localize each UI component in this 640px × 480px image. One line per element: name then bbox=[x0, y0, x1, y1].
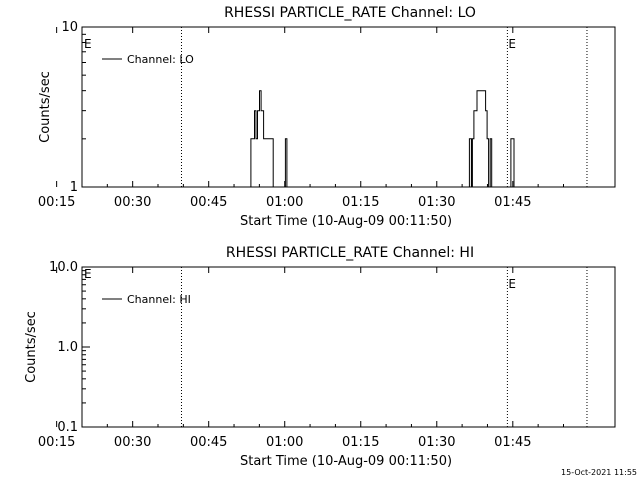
panel-lo-x-tick-label: 00:15 bbox=[38, 195, 75, 210]
panel-hi-y-tick-label: 0.1 bbox=[57, 420, 78, 435]
panel-lo-x-axis-label: Start Time (10-Aug-09 00:11:50) bbox=[240, 214, 452, 229]
panel-lo-x-tick-label: 01:30 bbox=[418, 195, 455, 210]
panel-lo-series-line bbox=[250, 90, 517, 188]
panel-lo-event-markers: E bbox=[180, 27, 588, 187]
panel-lo-y-axis-label: Counts/sec bbox=[38, 71, 53, 143]
panel-hi-x-tick-label: 01:00 bbox=[266, 435, 303, 450]
panel-lo-y-tick-label: 1 bbox=[70, 180, 78, 195]
panel-lo-x-tick-label: 01:15 bbox=[342, 195, 379, 210]
panel-hi-event-markers: E bbox=[180, 267, 588, 427]
panel-lo-plot-frame bbox=[81, 26, 616, 188]
panel-hi-x-tick-label: 01:30 bbox=[418, 435, 455, 450]
panel-hi-y-ticks: 0.1 1.0 10.0 bbox=[49, 260, 90, 435]
footer-timestamp: 15-Oct-2021 11:55 bbox=[561, 468, 637, 477]
panel-lo-y-ticks: 1 10 bbox=[61, 20, 90, 195]
panel-lo-x-tick-label: 01:45 bbox=[494, 195, 531, 210]
panel-lo-title: RHESSI PARTICLE_RATE Channel: LO bbox=[224, 5, 476, 21]
panel-hi-x-tick-label: 01:15 bbox=[342, 435, 379, 450]
panel-hi-x-tick-label: 00:30 bbox=[114, 435, 151, 450]
panel-lo-legend-label: Channel: LO bbox=[127, 53, 194, 66]
panel-lo-x-ticks: 00:15 00:30 00:45 01:00 01:15 01:30 01:45 bbox=[38, 27, 564, 210]
panel-lo-x-tick-label: 00:30 bbox=[114, 195, 151, 210]
panel-lo-event-marker-label: E bbox=[508, 37, 516, 51]
panel-hi-title: RHESSI PARTICLE_RATE Channel: HI bbox=[226, 245, 474, 261]
panel-hi: RHESSI PARTICLE_RATE Channel: HI 00:15 00… bbox=[24, 245, 616, 469]
panel-hi-y-tick-label: 10.0 bbox=[49, 260, 78, 275]
panel-hi-event-marker-label: E bbox=[508, 277, 516, 291]
panel-hi-legend-label: Channel: HI bbox=[127, 293, 191, 306]
panel-lo-x-tick-label: 01:00 bbox=[266, 195, 303, 210]
panel-hi-y-tick-label: 1.0 bbox=[57, 340, 78, 355]
panel-lo-y-tick-label: 10 bbox=[61, 20, 78, 35]
panel-hi-left-marker-label: E bbox=[84, 267, 92, 281]
panel-hi-x-axis-label: Start Time (10-Aug-09 00:11:50) bbox=[240, 454, 452, 469]
panel-hi-x-tick-label: 00:15 bbox=[38, 435, 75, 450]
panel-hi-x-tick-label: 00:45 bbox=[190, 435, 227, 450]
panel-hi-plot-frame bbox=[81, 266, 616, 428]
panel-hi-x-ticks: 00:15 00:30 00:45 01:00 01:15 01:30 01:45 bbox=[38, 267, 564, 450]
panel-hi-y-axis-label: Counts/sec bbox=[24, 311, 39, 383]
panel-lo-x-tick-label: 00:45 bbox=[190, 195, 227, 210]
panel-lo-left-marker-label: E bbox=[84, 37, 92, 51]
panel-hi-x-tick-label: 01:45 bbox=[494, 435, 531, 450]
panel-lo: RHESSI PARTICLE_RATE Channel: LO 00:15 00… bbox=[38, 5, 616, 229]
